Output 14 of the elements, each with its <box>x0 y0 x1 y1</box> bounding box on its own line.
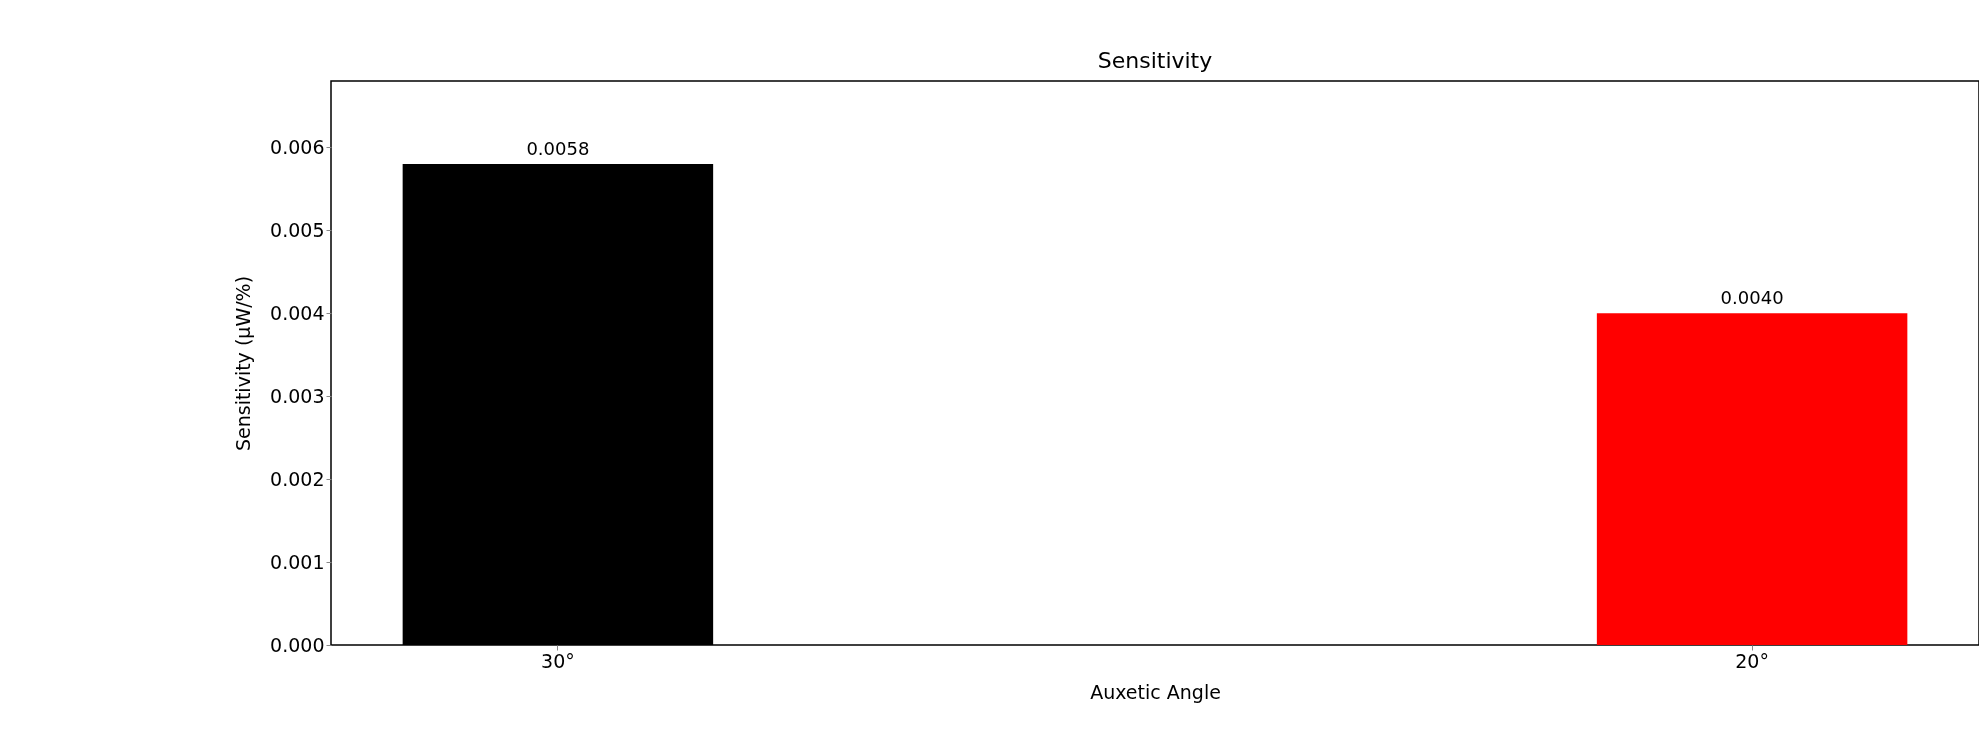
data-label: 0.0040 <box>1720 287 1784 309</box>
x-tick-label: 30° <box>541 649 575 672</box>
y-tick-label: 0.002 <box>270 467 325 490</box>
y-tick-label: 0.003 <box>270 384 325 407</box>
y-tick-label: 0.000 <box>270 633 325 656</box>
x-axis-title: Auxetic Angle <box>1090 680 1221 703</box>
data-label: 0.0058 <box>526 137 590 159</box>
y-tick-label: 0.004 <box>270 301 325 324</box>
y-axis-title: Sensitivity (μW/%) <box>232 275 255 452</box>
y-tick-label: 0.001 <box>270 550 325 573</box>
y-tick-label: 0.005 <box>270 218 325 241</box>
x-tick-label: 20° <box>1735 649 1769 672</box>
chart-title: Sensitivity <box>1097 48 1213 73</box>
y-tick-label: 0.006 <box>270 135 325 158</box>
